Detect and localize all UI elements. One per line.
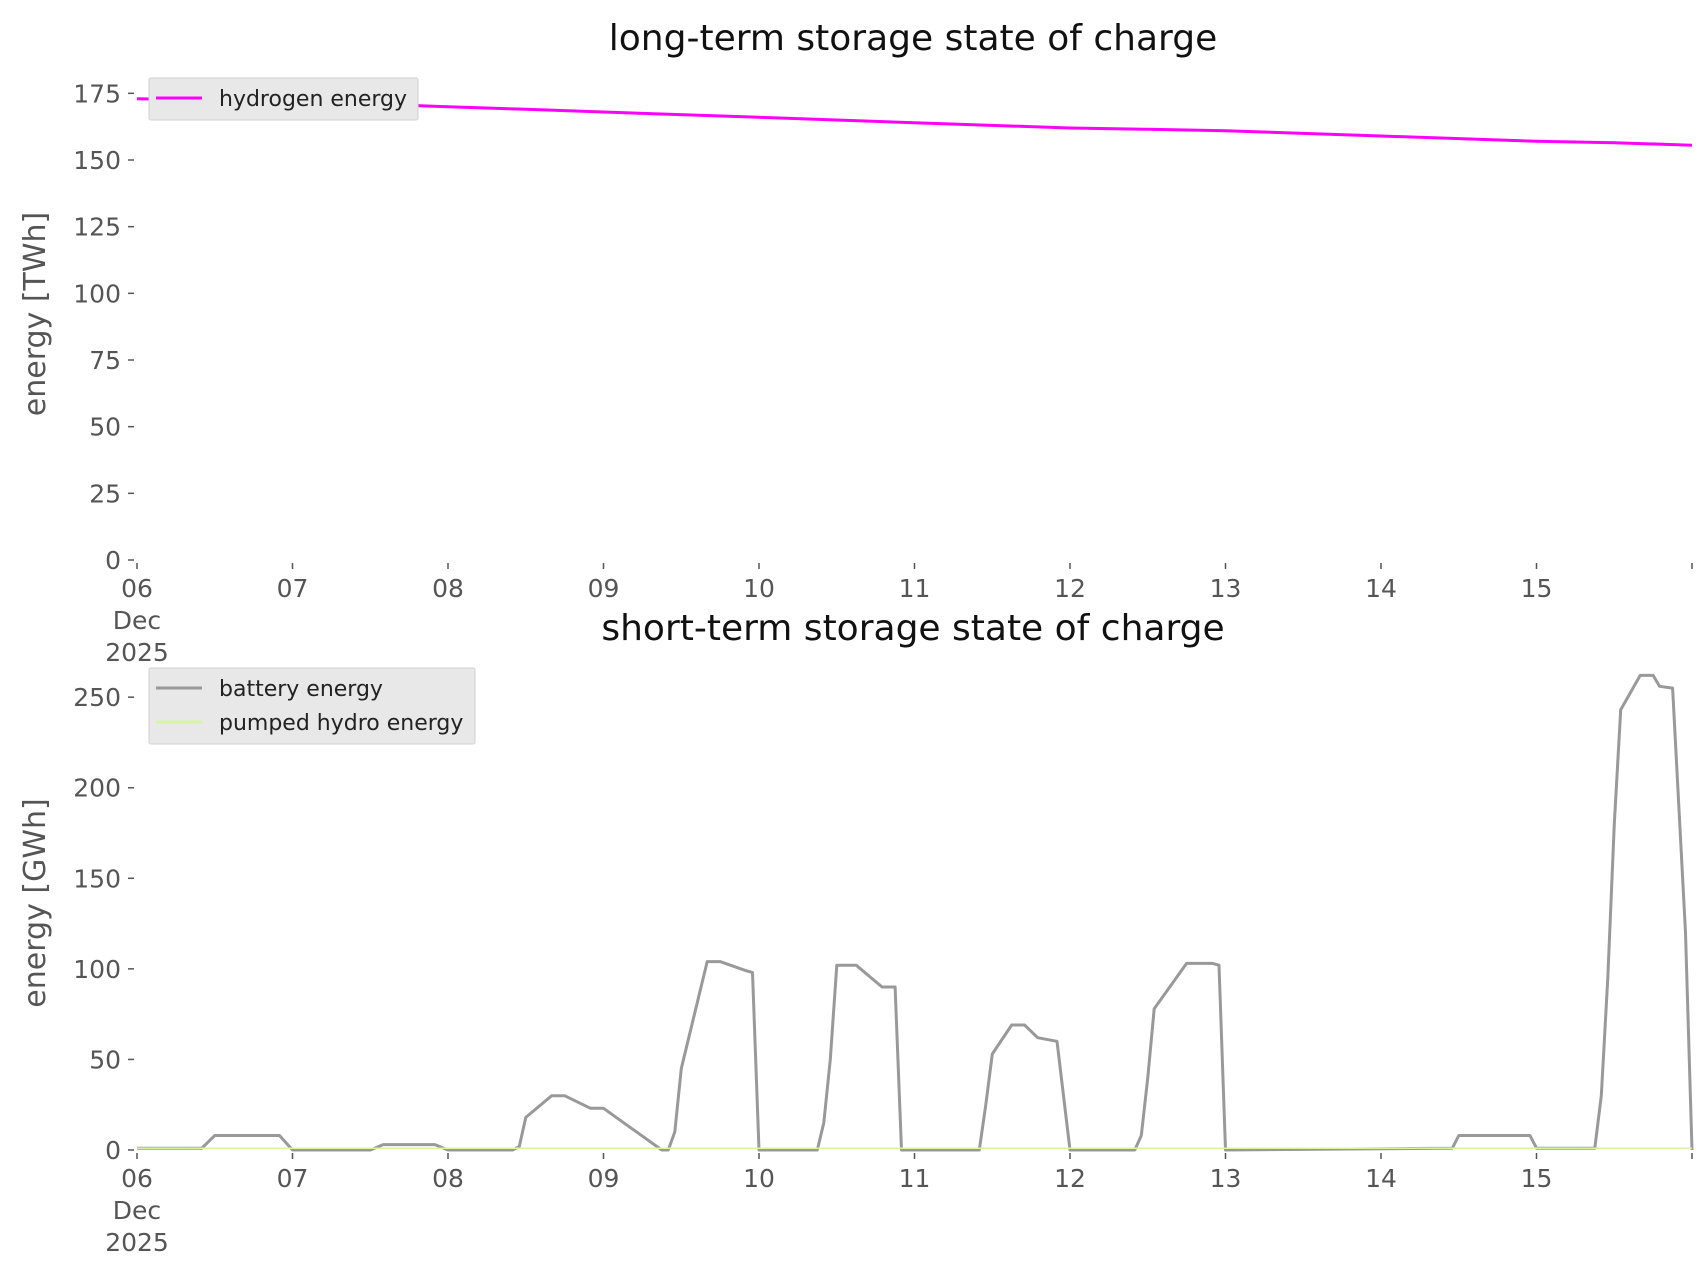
x-tick-label: Dec: [113, 606, 161, 635]
x-tick-label: 09: [588, 574, 620, 603]
x-tick-label: 14: [1365, 574, 1397, 603]
x-tick-label: Dec: [113, 1196, 161, 1225]
y-tick-label: 75: [89, 346, 121, 375]
x-tick-label: 11: [899, 1164, 931, 1193]
x-tick-label: 07: [277, 1164, 309, 1193]
long-term-chart: long-term storage state of charge energy…: [18, 18, 1693, 667]
x-tick-label: 06: [121, 574, 153, 603]
x-tick-label: 13: [1210, 574, 1242, 603]
series-line-battery-energy: [137, 673, 1694, 1152]
x-tick-label: 06: [121, 1164, 153, 1193]
y-tick-label: 50: [89, 413, 121, 442]
long-term-series: [136, 97, 1693, 147]
x-tick-label: 14: [1365, 1164, 1397, 1193]
x-tick-label: 13: [1210, 1164, 1242, 1193]
legend-long-term: hydrogen energy: [148, 77, 419, 121]
y-tick-label: 250: [73, 683, 121, 712]
legend-short-term: battery energy pumped hydro energy: [148, 667, 476, 745]
series-line-hydrogen-energy: [136, 97, 1693, 147]
x-tick-label: 12: [1054, 574, 1086, 603]
y-tick-label: 25: [89, 479, 121, 508]
y-tick-label: 125: [73, 213, 121, 242]
x-tick-label: 10: [743, 1164, 775, 1193]
legend-label-battery: battery energy: [219, 677, 383, 702]
legend-label-pumped-hydro: pumped hydro energy: [219, 711, 463, 736]
y-axis-label-short-term: energy [GWh]: [18, 798, 53, 1007]
chart-title-short-term: short-term storage state of charge: [601, 608, 1224, 649]
x-tick-label: 08: [432, 574, 464, 603]
x-tick-label: 15: [1521, 574, 1553, 603]
legend-box: [148, 77, 419, 121]
x-tick-label: 09: [588, 1164, 620, 1193]
y-tick-label: 50: [89, 1045, 121, 1074]
short-term-series: [137, 673, 1694, 1152]
x-tick-label: 2025: [105, 638, 169, 667]
y-tick-label: 0: [105, 546, 121, 575]
legend-label-hydrogen: hydrogen energy: [219, 87, 407, 112]
y-tick-label: 200: [73, 774, 121, 803]
x-tick-label: 10: [743, 574, 775, 603]
x-tick-label: 2025: [105, 1228, 169, 1257]
y-tick-label: 175: [73, 79, 121, 108]
y-tick-label: 150: [73, 864, 121, 893]
short-term-axes: 0 50 100 150 200 250 06 Dec 2025 07 08 09 10 11 12 13 14…: [73, 683, 1693, 1257]
y-tick-label: 100: [73, 279, 121, 308]
long-term-axes: 0 25 50 75 100 125 150 175 06 Dec 2025 07 08 09 10 11 12…: [73, 79, 1693, 667]
y-tick-label: 0: [105, 1136, 121, 1165]
y-tick-label: 100: [73, 955, 121, 984]
x-tick-label: 12: [1054, 1164, 1086, 1193]
x-tick-label: 07: [277, 574, 309, 603]
x-tick-label: 11: [899, 574, 931, 603]
x-tick-label: 15: [1521, 1164, 1553, 1193]
y-tick-label: 150: [73, 146, 121, 175]
short-term-chart: short-term storage state of charge energ…: [18, 608, 1694, 1257]
y-axis-label-long-term: energy [TWh]: [18, 212, 53, 416]
chart-title-long-term: long-term storage state of charge: [609, 18, 1217, 59]
x-tick-label: 08: [432, 1164, 464, 1193]
legend-box: [148, 667, 476, 745]
